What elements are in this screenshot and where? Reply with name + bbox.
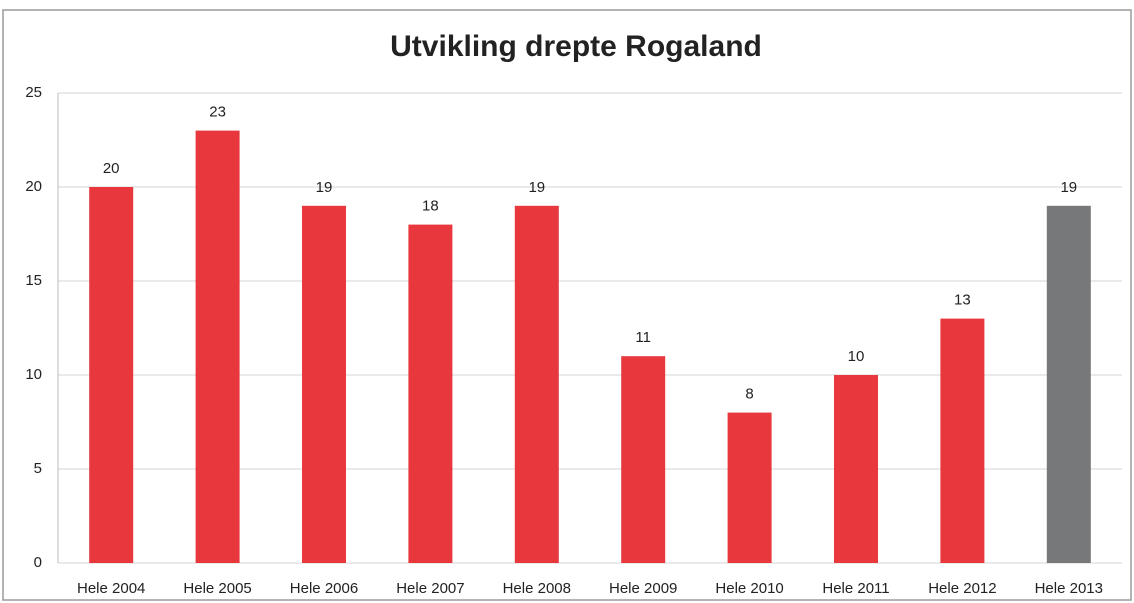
x-tick-label: Hele 2012 bbox=[928, 580, 996, 597]
data-label: 19 bbox=[316, 179, 333, 196]
bar bbox=[302, 205, 346, 564]
y-tick-label: 15 bbox=[25, 272, 42, 289]
data-label: 8 bbox=[745, 386, 753, 403]
data-label: 18 bbox=[422, 198, 439, 215]
x-tick-label: Hele 2004 bbox=[77, 580, 145, 597]
x-tick-label: Hele 2013 bbox=[1035, 580, 1103, 597]
data-label: 11 bbox=[635, 329, 651, 346]
data-label: 10 bbox=[848, 348, 865, 365]
data-label: 23 bbox=[209, 104, 226, 121]
x-tick-label: Hele 2011 bbox=[822, 580, 889, 597]
x-tick-label: Hele 2010 bbox=[715, 580, 783, 597]
chart-title: Utvikling drepte Rogaland bbox=[390, 30, 762, 63]
y-tick-label: 20 bbox=[25, 178, 42, 195]
bar bbox=[621, 356, 666, 563]
data-label: 19 bbox=[1060, 179, 1077, 196]
data-label: 20 bbox=[103, 160, 120, 177]
bar bbox=[514, 205, 559, 564]
x-tick-label: Hele 2008 bbox=[503, 580, 571, 597]
y-tick-label: 10 bbox=[25, 366, 42, 383]
bar bbox=[834, 375, 878, 563]
bar bbox=[1046, 205, 1091, 564]
data-label: 13 bbox=[954, 292, 971, 309]
y-tick-label: 0 bbox=[34, 554, 42, 571]
y-tick-label: 5 bbox=[34, 460, 42, 477]
bar bbox=[940, 318, 985, 563]
bar bbox=[408, 224, 453, 563]
bar bbox=[89, 187, 134, 563]
x-tick-label: Hele 2009 bbox=[609, 580, 677, 597]
y-tick-label: 25 bbox=[25, 84, 42, 101]
data-label: 19 bbox=[528, 179, 545, 196]
x-tick-label: Hele 2007 bbox=[396, 580, 464, 597]
x-tick-label: Hele 2005 bbox=[183, 580, 251, 597]
bar bbox=[727, 412, 772, 563]
bar bbox=[195, 130, 240, 563]
x-tick-label: Hele 2006 bbox=[290, 580, 358, 597]
